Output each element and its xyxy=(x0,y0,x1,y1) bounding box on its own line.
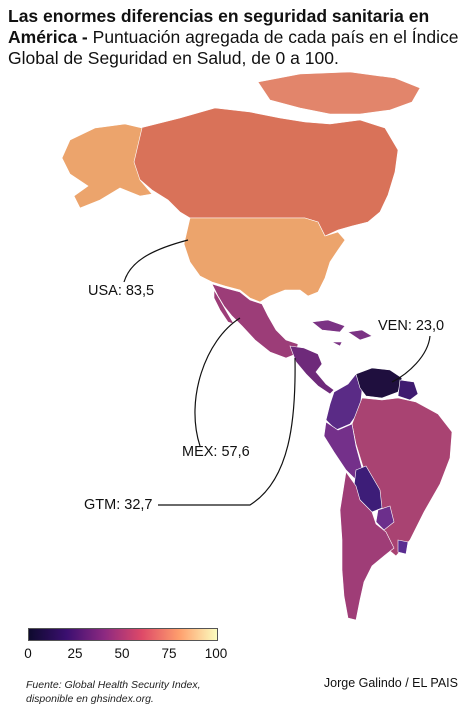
greenland-region xyxy=(257,71,421,115)
usa-callout: USA: 83,5 xyxy=(88,283,155,299)
legend-tick-label: 75 xyxy=(161,646,177,661)
legend-tick-label: 25 xyxy=(67,646,83,661)
ven-leader-line xyxy=(391,335,431,383)
color-scale-bar xyxy=(28,628,218,641)
caribbean-islands xyxy=(311,319,373,347)
author-credit: Jorge Galindo / EL PAIS xyxy=(323,676,458,690)
central-america-region xyxy=(289,345,335,395)
alaska-region xyxy=(61,123,153,209)
guianas-region xyxy=(397,379,419,401)
venezuela-region xyxy=(355,367,403,399)
ven-callout: VEN: 23,0 xyxy=(378,318,445,334)
uruguay-region xyxy=(397,539,409,555)
brazil-region xyxy=(351,397,453,557)
title-subtitle: Puntuación agregada de cada país en el Í… xyxy=(8,27,459,68)
mex-callout: MEX: 57,6 xyxy=(182,444,250,460)
usa-region xyxy=(183,217,346,303)
source-line-2: disponible en ghsindex.org. xyxy=(26,693,154,705)
legend-tick-label: 100 xyxy=(204,646,228,661)
mex-leader-line xyxy=(194,317,241,447)
canada-region xyxy=(131,107,399,237)
chile-argentina-region xyxy=(339,471,395,621)
legend-tick-label: 50 xyxy=(114,646,130,661)
baja-california-region xyxy=(213,288,235,325)
paraguay-region xyxy=(375,505,395,531)
usa-leader-line xyxy=(123,239,189,283)
title-bold: Las enormes diferencias en seguridad san… xyxy=(8,6,430,47)
gtm-leader-line xyxy=(158,357,296,506)
map-title: Las enormes diferencias en seguridad san… xyxy=(8,6,468,69)
legend-tick-label: 0 xyxy=(24,646,32,661)
source-note: Fuente: Global Health Security Index, di… xyxy=(26,678,201,706)
source-line-1: Fuente: Global Health Security Index, xyxy=(26,679,201,691)
gtm-callout: GTM: 32,7 xyxy=(84,497,153,513)
